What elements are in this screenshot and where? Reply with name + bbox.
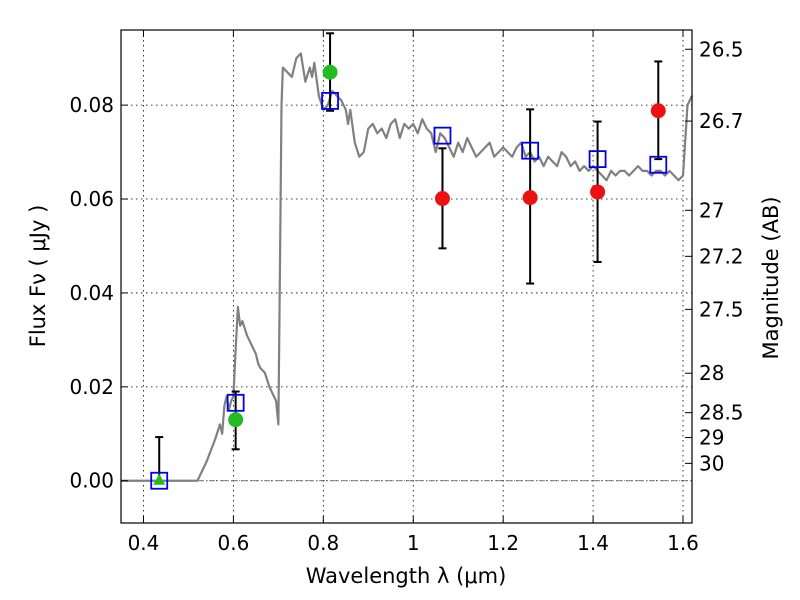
grid-lines (121, 30, 692, 523)
model-spectrum-line (121, 52, 693, 482)
model-point-square (150, 471, 169, 490)
y-axis-title: Flux Fν ( μJy ) (26, 205, 50, 348)
y-tick-label: 0.00 (69, 469, 114, 493)
y-tick-label: 0.04 (69, 281, 114, 305)
model-point-square (226, 393, 245, 412)
model-point-square (521, 141, 540, 160)
x-tick-label: 1.2 (487, 531, 519, 555)
observed-point (650, 103, 666, 119)
right-tick-label: 26.5 (699, 37, 744, 61)
upper-limit-point (153, 473, 166, 485)
y-tick-label: 0.02 (69, 375, 114, 399)
model-point-square (588, 150, 607, 169)
x-tick-label: 1.6 (667, 531, 699, 555)
chart-marks (121, 32, 693, 490)
plot-frame (120, 29, 693, 524)
x-tick-label: 0.8 (307, 531, 339, 555)
x-axis-title: Wavelength λ (μm) (306, 564, 507, 588)
observed-point (434, 191, 450, 207)
observed-point (590, 184, 606, 200)
detection-point (322, 64, 338, 80)
right-tick-label: 28.5 (699, 401, 744, 425)
y-tick-label: 0.06 (69, 187, 114, 211)
right-tick-label: 27 (699, 198, 724, 222)
right-tick-label: 26.7 (699, 109, 744, 133)
right-tick-label: 30 (699, 451, 724, 475)
right-tick-label: 27.2 (699, 244, 744, 268)
right-tick-label: 27.5 (699, 297, 744, 321)
observed-point (522, 190, 538, 206)
detection-point (228, 412, 244, 428)
x-tick-label: 0.6 (217, 531, 249, 555)
model-point-square (433, 126, 452, 145)
model-point-square (321, 91, 339, 110)
right-tick-label: 28 (699, 361, 724, 385)
y-tick-label: 0.08 (69, 93, 114, 117)
axis-ticks: 0.4 0.6 0.8 1 1.2 1.4 1.6 0.00 0.02 0.04 0.06 0.08 2… (69, 30, 744, 555)
right-tick-label: 29 (699, 426, 724, 450)
right-axis-title: Magnitude (AB) (759, 196, 783, 359)
x-tick-label: 0.4 (128, 531, 160, 555)
model-point-square (649, 155, 668, 174)
x-tick-label: 1.4 (577, 531, 609, 555)
x-tick-label: 1 (407, 531, 420, 555)
